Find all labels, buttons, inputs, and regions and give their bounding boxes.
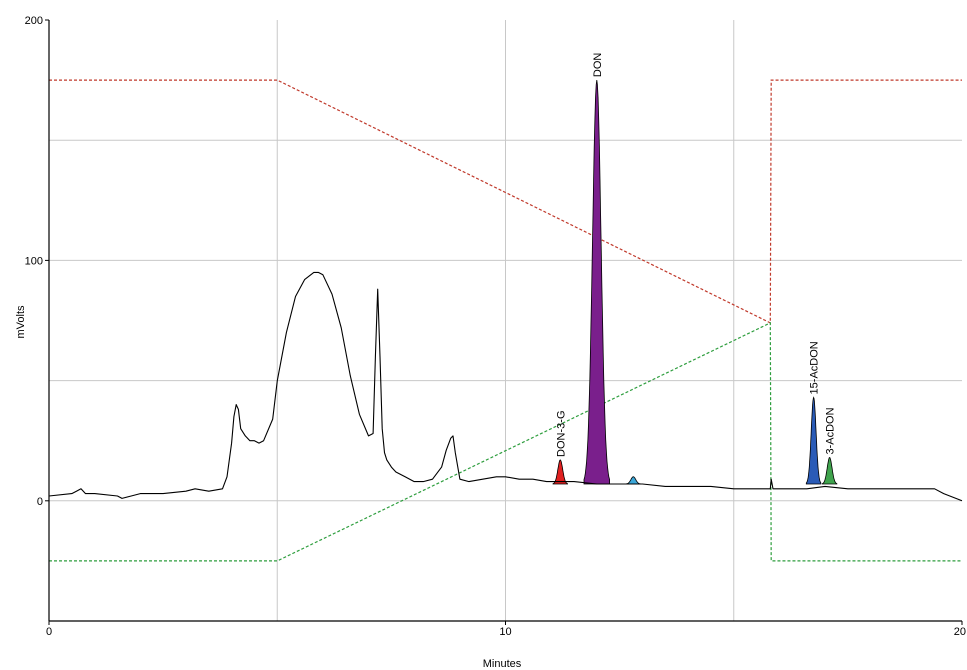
x-tick-label: 20 bbox=[954, 626, 966, 638]
peak-label-0: DON-3-G bbox=[555, 410, 567, 456]
x-tick-label: 10 bbox=[499, 626, 511, 638]
y-tick-label: 100 bbox=[25, 255, 43, 267]
y-axis-title: mVolts bbox=[15, 305, 27, 339]
peak-label-3: 15-AcDON bbox=[809, 341, 821, 394]
peak-label-1: DON bbox=[592, 53, 604, 78]
x-axis-title: Minutes bbox=[483, 658, 522, 670]
y-tick-label: 200 bbox=[25, 15, 43, 27]
peak-label-4: 3-AcDON bbox=[825, 407, 837, 454]
x-tick-label: 0 bbox=[46, 626, 52, 638]
y-tick-label: 0 bbox=[37, 496, 43, 508]
